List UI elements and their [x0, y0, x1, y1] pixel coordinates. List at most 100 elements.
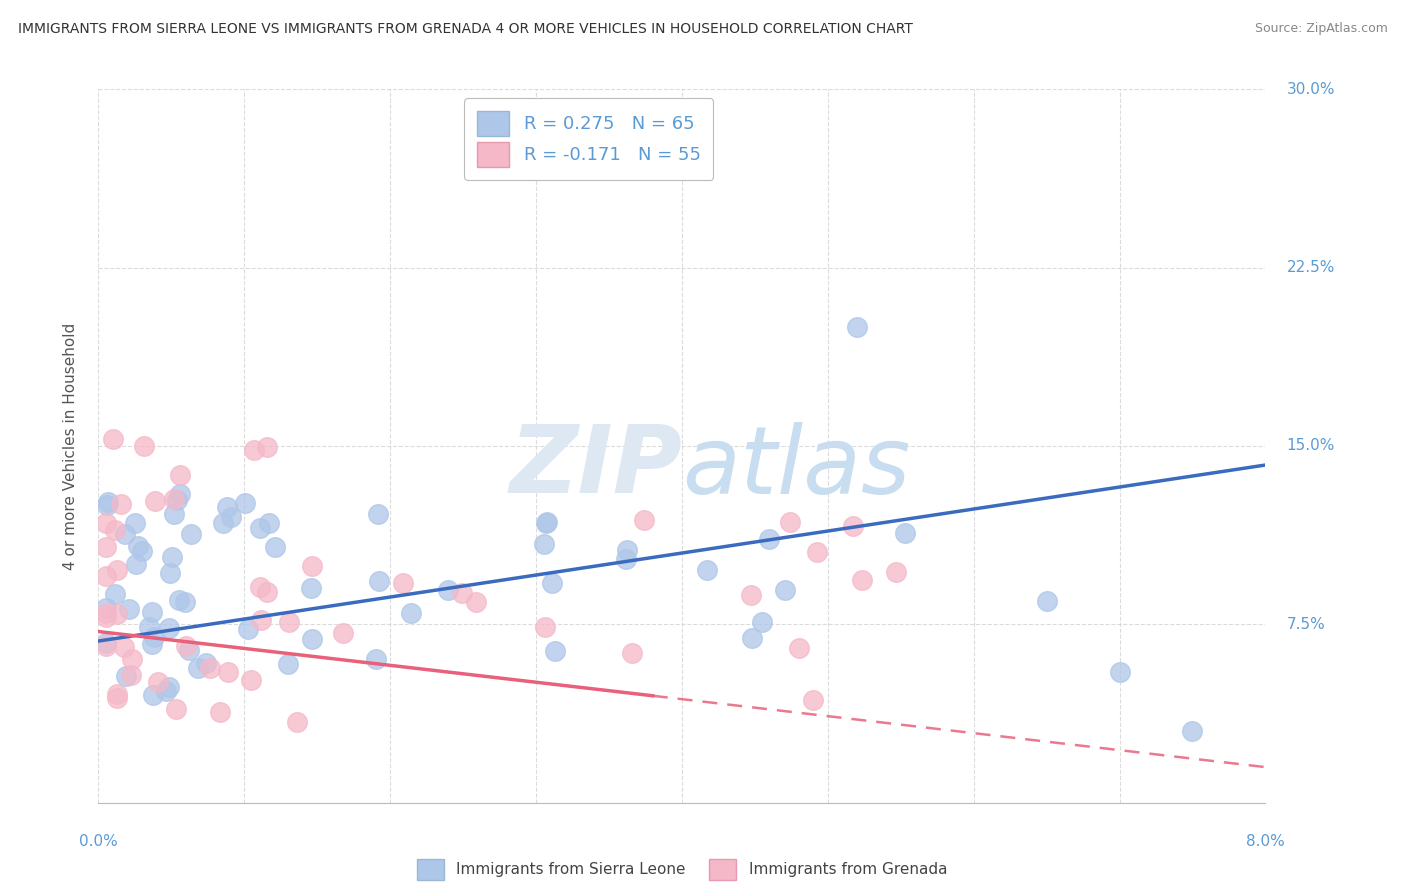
Point [633, 512, 655, 526]
Point [1108, 665, 1130, 679]
Point [160, 550, 183, 565]
Point [367, 508, 389, 522]
Point [157, 680, 180, 694]
Point [104, 587, 127, 601]
Point [174, 595, 197, 609]
Point [367, 574, 389, 588]
Text: 0.0%: 0.0% [79, 834, 118, 849]
Point [741, 631, 763, 645]
Text: 30.0%: 30.0% [1286, 82, 1334, 96]
Point [166, 493, 188, 508]
Point [894, 526, 917, 541]
Point [301, 632, 323, 646]
Point [773, 583, 796, 598]
Point [301, 559, 323, 574]
Point [134, 439, 156, 453]
Point [806, 545, 828, 559]
Point [437, 583, 460, 598]
Point [194, 657, 217, 671]
Point [851, 573, 873, 587]
Point [94, 636, 117, 650]
Point [240, 673, 263, 687]
Point [249, 521, 271, 535]
Point [94, 606, 117, 620]
Point [264, 540, 287, 554]
Point [114, 527, 136, 541]
Point [141, 605, 163, 619]
Point [285, 714, 308, 729]
Point [534, 516, 557, 531]
Text: atlas: atlas [682, 422, 910, 513]
Point [94, 516, 117, 531]
Point [801, 693, 824, 707]
Point [1035, 593, 1057, 607]
Point [177, 643, 200, 657]
Point [174, 639, 197, 653]
Point [124, 516, 146, 530]
Point [155, 683, 177, 698]
Point [141, 637, 163, 651]
Point [256, 441, 278, 455]
Point [159, 566, 181, 581]
Text: 15.0%: 15.0% [1286, 439, 1334, 453]
Point [450, 586, 472, 600]
Point [884, 565, 907, 579]
Point [110, 496, 132, 510]
Point [169, 593, 191, 607]
Point [198, 660, 221, 674]
Point [101, 432, 124, 446]
Point [169, 468, 191, 483]
Point [143, 630, 166, 644]
Point [115, 669, 138, 683]
Point [96, 600, 118, 615]
Point [257, 516, 280, 530]
Point [105, 607, 128, 622]
Point [616, 543, 638, 558]
Point [1181, 724, 1204, 739]
Point [219, 509, 242, 524]
Point [138, 620, 160, 634]
Point [94, 541, 117, 555]
Text: 22.5%: 22.5% [1286, 260, 1334, 275]
Point [157, 621, 180, 635]
Point [277, 657, 299, 671]
Point [256, 585, 278, 599]
Point [105, 691, 128, 706]
Point [614, 552, 637, 566]
Point [143, 494, 166, 508]
Point [121, 652, 143, 666]
Point [120, 668, 142, 682]
Point [209, 706, 232, 720]
Point [105, 563, 128, 577]
Point [740, 588, 762, 602]
Point [250, 613, 273, 627]
Point [217, 665, 239, 679]
Point [841, 519, 863, 533]
Text: 8.0%: 8.0% [1246, 834, 1285, 849]
Point [105, 687, 128, 701]
Point [217, 500, 239, 515]
Point [146, 674, 169, 689]
Point [392, 575, 415, 590]
Point [583, 153, 606, 168]
Point [163, 507, 186, 521]
Text: Source: ZipAtlas.com: Source: ZipAtlas.com [1254, 22, 1388, 36]
Point [536, 515, 558, 529]
Point [212, 516, 235, 531]
Point [845, 320, 868, 334]
Point [534, 620, 557, 634]
Point [94, 639, 117, 653]
Point [332, 626, 354, 640]
Text: IMMIGRANTS FROM SIERRA LEONE VS IMMIGRANTS FROM GRENADA 4 OR MORE VEHICLES IN HO: IMMIGRANTS FROM SIERRA LEONE VS IMMIGRAN… [18, 22, 912, 37]
Point [94, 569, 117, 583]
Point [364, 652, 387, 666]
Point [249, 580, 271, 594]
Point [243, 442, 266, 457]
Point [94, 610, 117, 624]
Point [112, 640, 135, 655]
Point [233, 496, 256, 510]
Legend: Immigrants from Sierra Leone, Immigrants from Grenada: Immigrants from Sierra Leone, Immigrants… [409, 851, 955, 888]
Point [165, 702, 187, 716]
Point [787, 641, 810, 656]
Text: ZIP: ZIP [509, 421, 682, 514]
